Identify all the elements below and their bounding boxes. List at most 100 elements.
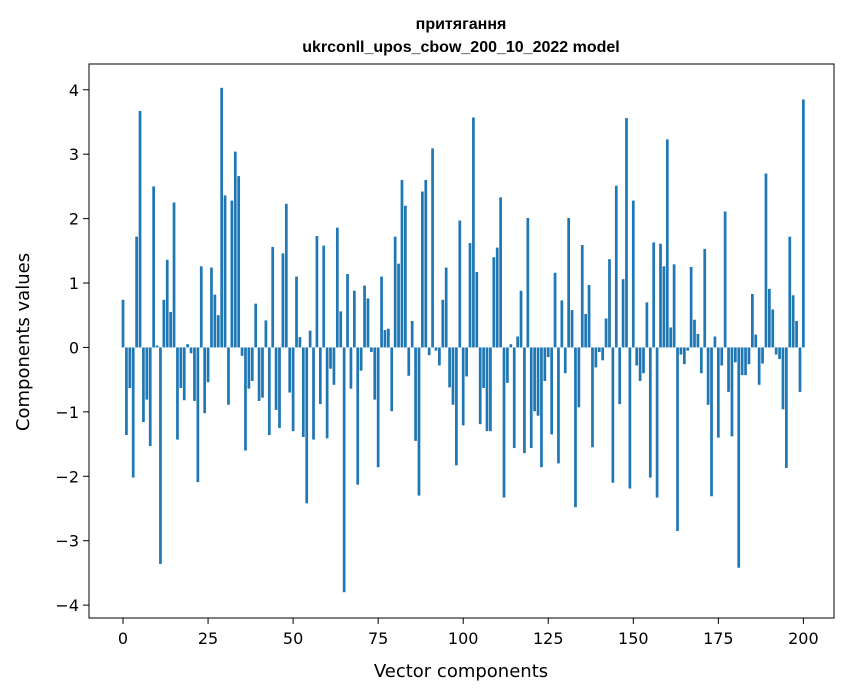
bar [567,217,571,348]
bar [492,257,496,348]
bar [533,347,536,412]
bar [597,347,601,352]
bar [768,288,771,348]
bar [278,347,281,428]
bar [414,347,417,441]
bar [591,347,594,448]
bar [774,347,778,355]
bar [502,347,506,498]
bar [274,347,278,410]
bar [716,347,720,438]
bar [264,320,268,348]
bar [162,299,166,348]
bar [315,236,319,348]
x-axis-label: Vector components [374,661,548,682]
bar [366,298,370,348]
bar [740,347,744,376]
bar [359,347,363,371]
bar [635,347,639,366]
bar [468,243,472,348]
bar [631,200,635,348]
bar [526,217,530,348]
bar [625,118,628,348]
bar [176,347,179,440]
bar [455,347,458,466]
bar [669,327,673,348]
bar [404,205,407,348]
bar [281,253,285,348]
bar [165,259,169,348]
bar [778,347,781,360]
bar [710,347,713,497]
bar [747,347,751,365]
bar [689,266,693,348]
bar [322,245,326,348]
bar [189,347,193,354]
bar [601,347,605,361]
bar [451,347,455,405]
bar [761,347,764,364]
bar [441,299,445,348]
bar [679,347,683,355]
bar [563,347,567,374]
bar [696,333,700,348]
bar [489,347,492,432]
bar [485,347,489,432]
bar [482,347,485,389]
bar [380,276,383,348]
bar [523,347,526,454]
bar [543,347,547,381]
bar [145,347,149,400]
bar [308,330,312,348]
bar [182,347,186,401]
bar [519,290,523,348]
bar [363,285,366,348]
bar [206,347,210,383]
bar [516,336,519,348]
bar [757,347,761,385]
bar [781,347,785,410]
x-tick-label: 100 [448,629,479,648]
bar [795,321,798,348]
bar-series [121,87,805,593]
bar [196,347,200,483]
bar [553,272,557,348]
bar [550,347,554,435]
bar [172,202,176,348]
bar [574,347,577,508]
bar [499,197,502,348]
bar [387,328,390,348]
bar [791,295,795,348]
bar [223,195,227,348]
x-tick-label: 25 [198,629,218,648]
bar [771,309,775,348]
bar [329,347,332,369]
bar [410,321,414,348]
bar [257,347,261,401]
bar [179,347,183,389]
y-tick-label: −1 [55,403,79,422]
bar [244,347,247,451]
bar [672,264,676,348]
bar [152,186,155,348]
bar [193,347,196,401]
bar [512,347,516,448]
bar [472,117,475,348]
bar [676,347,679,532]
bar [434,347,438,351]
bar [495,247,499,348]
chart-title: притягання [416,16,507,33]
bar [349,347,353,389]
bar [237,176,241,348]
bar [125,347,128,436]
bar [142,347,145,423]
bar [291,347,295,432]
bar [642,347,645,374]
bar [733,347,737,363]
bar [288,347,292,393]
bar [461,347,465,426]
bar [584,313,588,348]
bar [478,347,482,425]
bar [213,294,217,348]
bar [751,293,754,348]
